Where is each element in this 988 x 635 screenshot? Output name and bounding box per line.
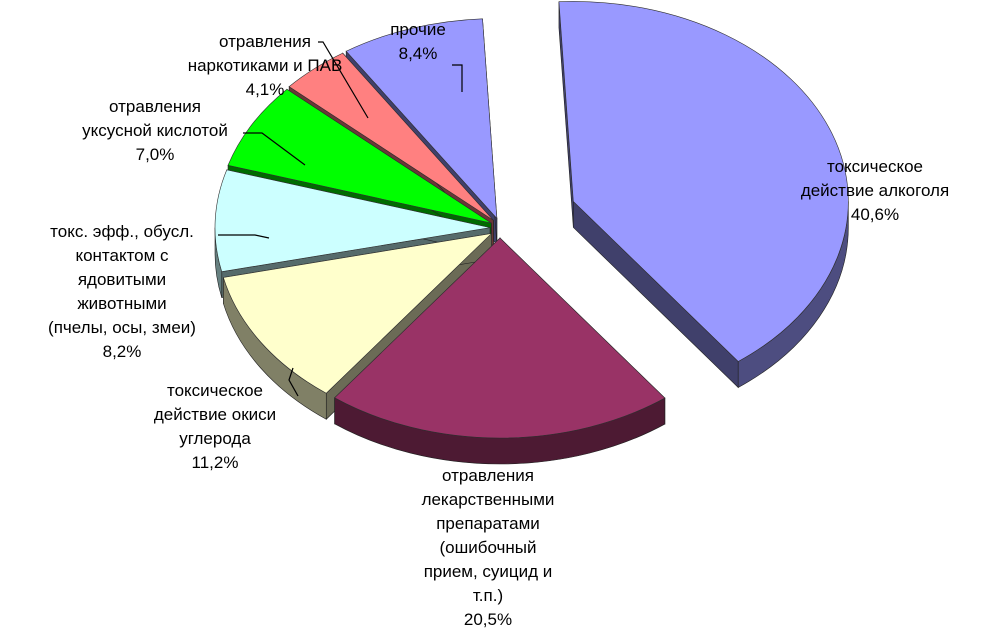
label-drug-poisoning: отравления лекарственными препаратами (ошиб…: [422, 466, 555, 629]
label-acetic-acid-line: отравления: [109, 97, 201, 116]
label-venomous-animals-value: 8,2%: [103, 342, 142, 361]
label-venomous-animals: токс. эфф., обусл. контактом с ядовитыми жи…: [48, 222, 196, 361]
label-carbon-monoxide-line: токсическое: [167, 381, 263, 400]
slice-venomous-animals-top: [214, 169, 491, 273]
slice-toxic-alcohol-top: [558, 1, 849, 362]
label-drug-poisoning-value: 20,5%: [464, 610, 512, 629]
label-acetic-acid-value: 7,0%: [136, 145, 175, 164]
slice-acetic-acid-top: [227, 88, 492, 224]
label-drug-poisoning-line: (ошибочный: [439, 538, 536, 557]
label-drug-poisoning-line: прием, суицид и: [424, 562, 553, 581]
slice-drug-poisoning-top: [334, 237, 666, 439]
leader-line-venomous-animals: [218, 234, 270, 239]
slice-narcotics-top: [288, 52, 494, 221]
label-venomous-animals-line: (пчелы, осы, змеи): [48, 318, 196, 337]
pie-slices: [214, 1, 849, 465]
slice-toxic-alcohol: [558, 1, 849, 389]
label-other: прочие 8,4%: [390, 20, 446, 63]
label-acetic-acid-line: уксусной кислотой: [82, 121, 228, 140]
label-narcotics-line: наркотиками и ПАВ: [188, 56, 343, 75]
label-toxic-alcohol-line: действие алкоголя: [801, 181, 949, 200]
label-venomous-animals-line: ядовитыми: [78, 270, 166, 289]
label-other-line: прочие: [390, 20, 446, 39]
label-carbon-monoxide: токсическое действие окиси углерода 11,2%: [154, 381, 276, 472]
label-drug-poisoning-line: т.п.): [473, 586, 503, 605]
label-narcotics: отравления наркотиками и ПАВ 4,1%: [188, 32, 343, 99]
label-other-value: 8,4%: [399, 44, 438, 63]
label-acetic-acid: отравления уксусной кислотой 7,0%: [82, 97, 228, 164]
label-carbon-monoxide-value: 11,2%: [192, 453, 239, 472]
leader-line-carbon-monoxide: [288, 367, 299, 397]
slice-other-top: [345, 18, 498, 220]
slice-carbon-monoxide-top: [222, 232, 493, 394]
label-drug-poisoning-line: препаратами: [436, 514, 540, 533]
label-toxic-alcohol-value: 40,6%: [851, 205, 899, 224]
label-carbon-monoxide-line: действие окиси: [154, 405, 276, 424]
label-drug-poisoning-line: отравления: [442, 466, 534, 485]
label-toxic-alcohol-line: токсическое: [827, 157, 923, 176]
label-narcotics-line: отравления: [219, 32, 311, 51]
leader-line-narcotics: [318, 41, 369, 119]
label-venomous-animals-line: контактом с: [75, 246, 169, 265]
label-carbon-monoxide-line: углерода: [179, 429, 251, 448]
leader-lines: [218, 41, 463, 397]
label-narcotics-value: 4,1%: [246, 80, 285, 99]
label-venomous-animals-line: животными: [77, 294, 166, 313]
leader-line-other: [452, 64, 463, 92]
label-venomous-animals-line: токс. эфф., обусл.: [50, 222, 194, 241]
label-toxic-alcohol: токсическое действие алкоголя 40,6%: [801, 157, 949, 224]
leader-line-acetic-acid: [243, 132, 306, 166]
slice-drug-poisoning: [334, 237, 666, 465]
slice-labels: токсическое действие алкоголя 40,6% отравле…: [48, 20, 949, 629]
label-drug-poisoning-line: лекарственными: [422, 490, 555, 509]
